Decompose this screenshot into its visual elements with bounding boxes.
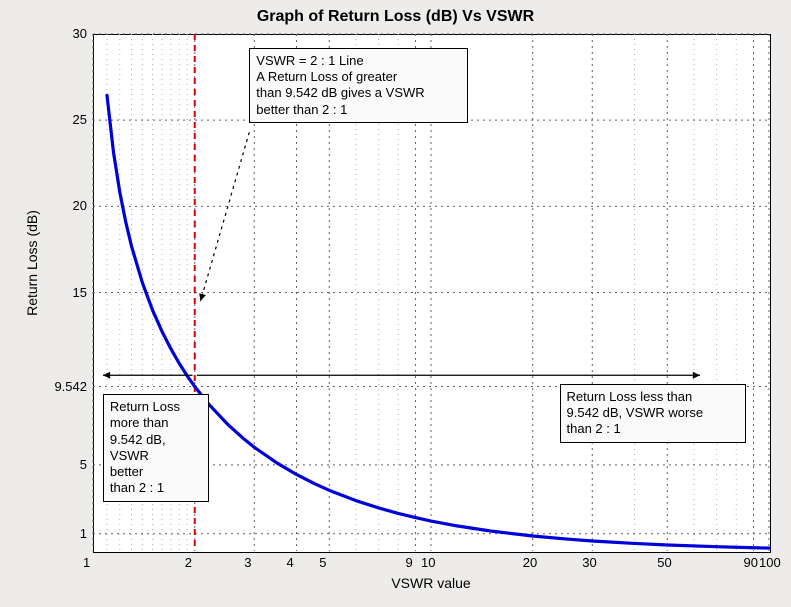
- x-tick-label: 100: [759, 555, 781, 570]
- y-tick-label: 15: [73, 285, 87, 300]
- x-tick-label: 2: [185, 555, 192, 570]
- y-tick-label: 25: [73, 112, 87, 127]
- y-tick-label: 30: [73, 26, 87, 41]
- x-tick-label: 50: [657, 555, 671, 570]
- y-tick-label: 5: [80, 457, 87, 472]
- annotation-left: Return Lossmore than9.542 dB,VSWRbettert…: [103, 394, 209, 502]
- x-tick-label: 4: [286, 555, 293, 570]
- x-tick-label: 1: [83, 555, 90, 570]
- x-tick-label: 90: [744, 555, 758, 570]
- annotation-right: Return Loss less than9.542 dB, VSWR wors…: [560, 384, 746, 443]
- y-tick-label: 1: [80, 526, 87, 541]
- x-tick-label: 30: [582, 555, 596, 570]
- y-tick-label: 20: [73, 198, 87, 213]
- annotation-top: VSWR = 2 : 1 LineA Return Loss of greate…: [249, 48, 468, 123]
- x-tick-label: 5: [319, 555, 326, 570]
- chart-container: Graph of Return Loss (dB) Vs VSWR Return…: [0, 0, 791, 607]
- x-tick-label: 9: [406, 555, 413, 570]
- x-tick-label: 20: [523, 555, 537, 570]
- x-tick-label: 3: [244, 555, 251, 570]
- x-tick-label: 10: [421, 555, 435, 570]
- y-tick-label: 9.542: [54, 379, 87, 394]
